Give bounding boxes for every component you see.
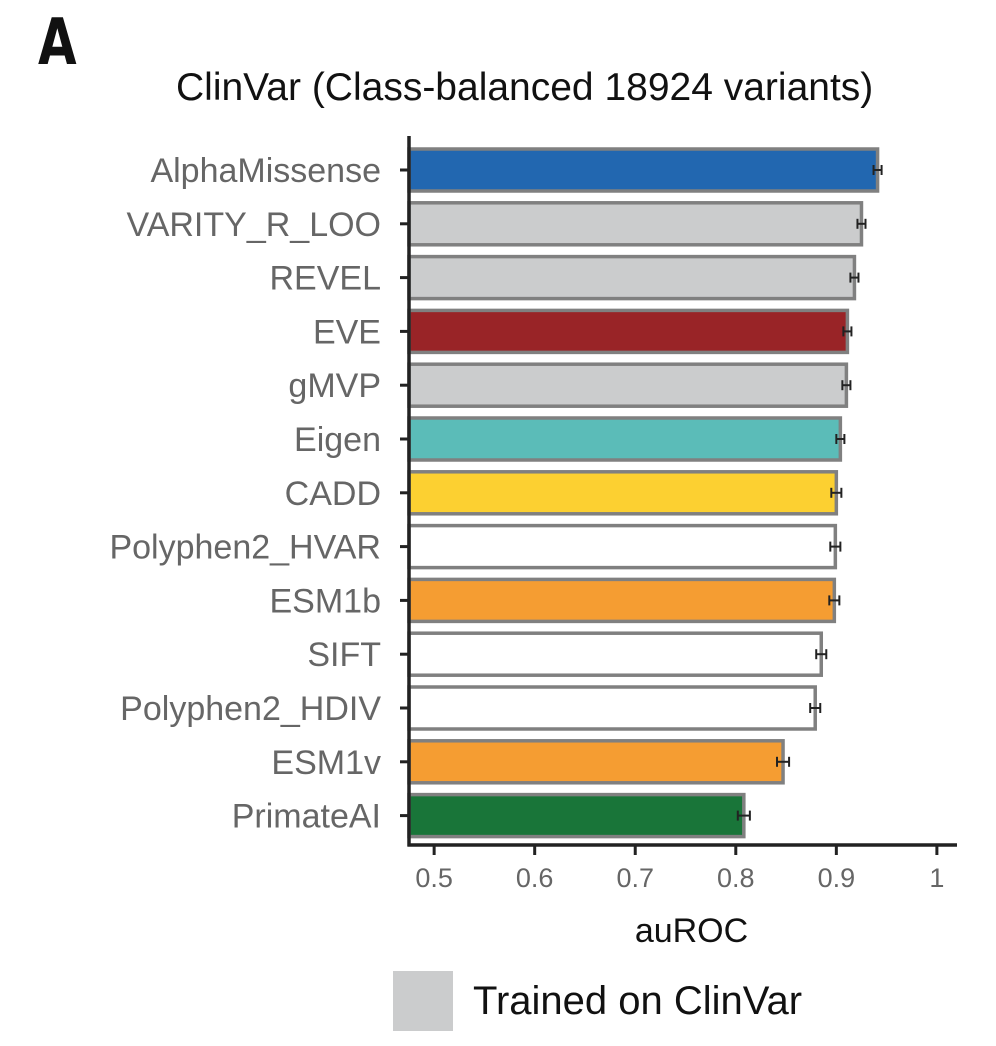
bar (407, 631, 824, 677)
x-axis-label: auROC (634, 912, 749, 950)
bar (407, 792, 746, 839)
category-label: EVE (313, 313, 381, 351)
x-tick-label: 1 (929, 863, 944, 893)
legend-label: Trained on ClinVar (473, 978, 803, 1023)
bar (407, 308, 850, 355)
category-label: gMVP (288, 367, 381, 405)
x-tick-label: 0.8 (717, 863, 755, 893)
bar (407, 470, 839, 516)
legend-swatch (393, 971, 453, 1031)
category-label: PrimateAI (232, 798, 381, 836)
x-tick-label: 0.7 (616, 863, 654, 893)
category-label: Eigen (294, 421, 381, 459)
bar (407, 254, 857, 301)
bar (407, 362, 849, 408)
bars-layer (407, 147, 883, 839)
category-label: AlphaMissense (150, 152, 381, 190)
axis-layer: AlphaMissense VARITY_R_LOO REVEL EVE gMVP Eig… (109, 136, 957, 893)
x-tick-label: 0.9 (818, 863, 856, 893)
x-tick-label: 0.5 (415, 863, 453, 893)
x-tick-label: 0.6 (516, 863, 554, 893)
category-label: ESM1v (271, 744, 381, 782)
bar (407, 577, 837, 624)
chart-title: ClinVar (Class-balanced 18924 variants) (176, 66, 874, 109)
bar (407, 685, 817, 731)
category-label: CADD (285, 475, 381, 513)
panel-letter: A (38, 6, 77, 80)
category-label: Polyphen2_HDIV (120, 690, 381, 728)
bar (407, 739, 785, 785)
bar (407, 416, 843, 462)
legend: Trained on ClinVar (393, 971, 802, 1031)
category-label: Polyphen2_HVAR (109, 529, 381, 567)
category-label: ESM1b (270, 582, 382, 620)
bar (407, 523, 838, 570)
category-label: SIFT (307, 636, 381, 674)
bar (407, 147, 880, 193)
bar (407, 201, 864, 247)
category-label: VARITY_R_LOO (127, 206, 381, 244)
category-label: REVEL (270, 260, 382, 298)
